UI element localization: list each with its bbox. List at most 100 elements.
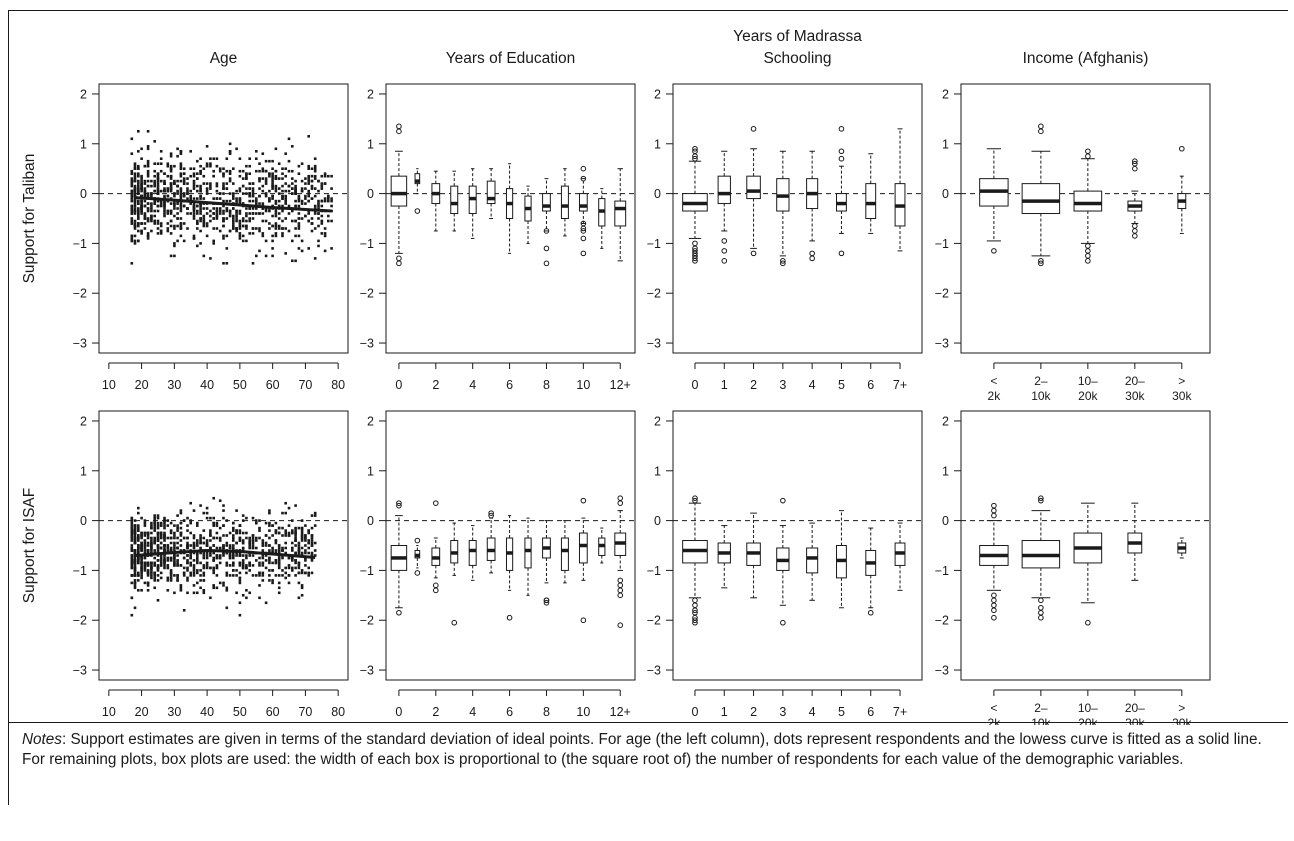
scatter-point bbox=[137, 184, 140, 188]
scatter-point bbox=[304, 177, 307, 180]
scatter-point bbox=[271, 172, 274, 175]
scatter-point bbox=[130, 172, 134, 175]
scatter-point bbox=[130, 212, 134, 215]
scatter-point bbox=[277, 591, 281, 595]
scatter-point bbox=[261, 169, 265, 173]
scatter-point bbox=[202, 589, 206, 592]
scatter-point bbox=[320, 219, 324, 223]
scatter-point bbox=[130, 564, 134, 567]
x-tick-label: 80 bbox=[331, 378, 345, 392]
outlier-point bbox=[396, 500, 402, 506]
scatter-point bbox=[150, 214, 153, 218]
scatter-point bbox=[218, 197, 222, 200]
box bbox=[578, 193, 588, 212]
scatter-point bbox=[261, 189, 265, 193]
scatter-point bbox=[294, 574, 297, 577]
scatter-point bbox=[281, 556, 284, 560]
scatter-point bbox=[271, 234, 274, 238]
scatter-point bbox=[310, 167, 314, 170]
scatter-point bbox=[179, 564, 183, 567]
scatter-point bbox=[159, 556, 163, 560]
box bbox=[614, 200, 627, 227]
scatter-point bbox=[169, 152, 173, 155]
scatter-point bbox=[245, 174, 248, 178]
scatter-point bbox=[255, 546, 258, 550]
scatter-point bbox=[241, 219, 245, 223]
scatter-point bbox=[159, 559, 163, 562]
scatter-point bbox=[205, 564, 209, 567]
scatter-point bbox=[222, 174, 225, 178]
scatter-point bbox=[196, 222, 199, 225]
scatter-point bbox=[192, 551, 196, 555]
scatter-point bbox=[153, 209, 156, 213]
scatter-point bbox=[245, 571, 248, 575]
scatter-point bbox=[137, 534, 140, 537]
scatter-point bbox=[202, 214, 206, 218]
scatter-point bbox=[241, 169, 245, 173]
outlier-point bbox=[1085, 253, 1091, 259]
scatter-point bbox=[215, 536, 219, 540]
scatter-point bbox=[196, 244, 199, 248]
scatter-point bbox=[261, 167, 265, 170]
scatter-point bbox=[137, 546, 140, 550]
scatter-point bbox=[166, 566, 170, 570]
scatter-point bbox=[228, 142, 232, 146]
scatter-point bbox=[232, 182, 235, 185]
scatter-point bbox=[133, 202, 137, 205]
scatter-point bbox=[261, 539, 265, 542]
scatter-point bbox=[297, 197, 301, 200]
outlier-point bbox=[1132, 233, 1138, 239]
scatter-point bbox=[163, 546, 166, 550]
scatter-point bbox=[327, 174, 330, 178]
scatter-point bbox=[232, 224, 235, 228]
scatter-point bbox=[297, 199, 301, 203]
scatter-point bbox=[238, 212, 242, 215]
scatter-point bbox=[268, 227, 271, 230]
y-tick-label: 1 bbox=[367, 464, 374, 478]
scatter-point bbox=[153, 536, 156, 540]
scatter-point bbox=[146, 234, 150, 238]
scatter-point bbox=[133, 569, 137, 572]
scatter-point bbox=[137, 189, 140, 193]
scatter-point bbox=[166, 556, 170, 560]
scatter-point bbox=[310, 184, 314, 188]
scatter-point bbox=[222, 224, 225, 228]
scatter-point bbox=[317, 207, 320, 210]
scatter-point bbox=[258, 574, 261, 577]
scatter-point bbox=[130, 516, 134, 520]
scatter-point bbox=[182, 556, 186, 560]
scatter-point bbox=[313, 541, 317, 545]
scatter-point bbox=[130, 169, 134, 173]
scatter-point bbox=[153, 202, 156, 205]
scatter-point bbox=[222, 167, 225, 170]
scatter-point bbox=[212, 559, 215, 562]
scatter-point bbox=[140, 564, 143, 567]
scatter-point bbox=[150, 204, 153, 208]
scatter-point bbox=[317, 189, 320, 193]
scatter-point bbox=[222, 199, 225, 203]
scatter-point bbox=[317, 244, 320, 248]
scatter-point bbox=[156, 521, 160, 525]
scatter-point bbox=[169, 184, 173, 188]
scatter-point bbox=[153, 199, 156, 203]
scatter-point bbox=[323, 172, 327, 175]
scatter-point bbox=[179, 586, 183, 590]
y-tick-label: −3 bbox=[73, 664, 87, 678]
scatter-point bbox=[294, 526, 297, 530]
scatter-point bbox=[287, 566, 291, 570]
scatter-point bbox=[271, 549, 274, 552]
y-tick-label: 1 bbox=[942, 137, 949, 151]
scatter-point bbox=[212, 157, 215, 160]
scatter-point bbox=[179, 150, 183, 153]
scatter-point bbox=[137, 207, 140, 210]
scatter-point bbox=[143, 539, 147, 542]
scatter-point bbox=[173, 591, 176, 595]
scatter-point bbox=[143, 204, 147, 208]
scatter-point bbox=[146, 172, 150, 175]
scatter-point bbox=[196, 184, 199, 188]
scatter-point bbox=[225, 262, 229, 265]
scatter-point bbox=[304, 571, 307, 575]
scatter-point bbox=[330, 247, 333, 250]
scatter-point bbox=[143, 551, 147, 555]
scatter-point bbox=[248, 187, 251, 190]
